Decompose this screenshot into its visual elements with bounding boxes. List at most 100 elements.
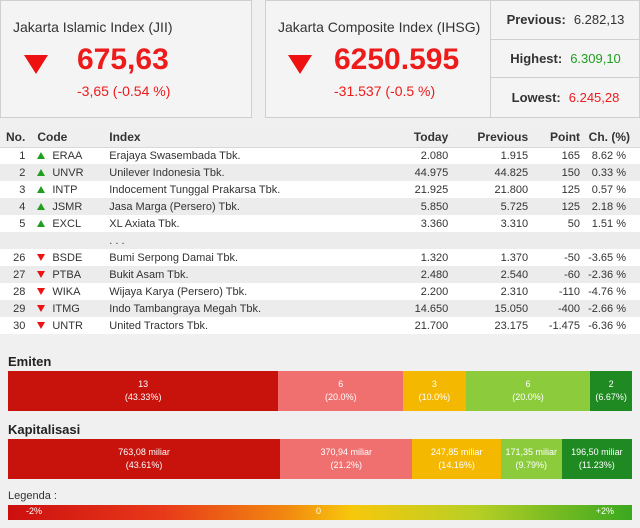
table-row[interactable]: 1 ERAA Erajaya Swasembada Tbk. 2.080 1.915 16… [0,147,640,164]
emiten-segment[interactable]: 13 (43.33%) [8,371,279,411]
kapitalisasi-segment[interactable]: 171,35 miliar (9.79%) [500,439,562,479]
row-code: JSMR [31,198,104,215]
row-code-text: INTP [52,183,78,196]
row-today: 2.480 [402,266,449,283]
stat-lowest-value: 6.245,28 [568,90,620,106]
emiten-segment-value: 6 [338,379,344,389]
row-code: WIKA [31,283,104,300]
table-row[interactable]: 29 ITMG Indo Tambangraya Megah Tbk. 14.650 1… [0,300,640,317]
kapitalisasi-segment-percent: (14.16%) [438,460,475,470]
emiten-segment[interactable]: 3 (10.0%) [403,371,466,411]
col-header-previous[interactable]: Previous [448,128,529,148]
row-previous: 1.915 [448,147,529,164]
up-arrow-icon [37,202,46,210]
emiten-label: Emiten [8,354,52,369]
kapitalisasi-segment-value: 370,94 miliar [320,447,373,457]
col-header-point[interactable]: Point [528,128,581,148]
row-index-name: Unilever Indonesia Tbk. [103,164,403,181]
down-arrow-icon [37,287,46,295]
down-arrow-icon [24,55,48,74]
up-arrow-icon [37,151,46,159]
table-cell [580,232,640,249]
kapitalisasi-segment-percent: (11.23%) [578,460,615,470]
row-change: -3.65 % [580,249,640,266]
stat-previous-value: 6.282,13 [573,12,625,28]
legend-min: -2% [26,506,43,516]
row-change: 2.18 % [580,198,640,215]
col-header-index[interactable]: Index [103,128,403,148]
kapitalisasi-segment[interactable]: 196,50 miliar (11.23%) [561,439,632,479]
table-cell [31,232,104,249]
table-row[interactable]: 5 EXCL XL Axiata Tbk. 3.360 3.310 50 1.51 % [0,215,640,232]
kapitalisasi-segment[interactable]: 370,94 miliar (21.2%) [280,439,413,479]
row-point: 150 [528,164,581,181]
emiten-segment[interactable]: 6 (20.0%) [465,371,591,411]
row-change: 8.62 % [580,147,640,164]
row-previous: 15.050 [448,300,529,317]
kapitalisasi-bar: 763,08 miliar (43.61%) 370,94 miliar (21.2%… [8,439,632,479]
row-code-text: PTBA [52,268,82,281]
row-index-name: United Tractors Tbk. [103,317,403,334]
table-row[interactable]: 4 JSMR Jasa Marga (Persero) Tbk. 5.850 5.725… [0,198,640,215]
up-arrow-icon [37,219,46,227]
kapitalisasi-segment[interactable]: 763,08 miliar (43.61%) [8,439,281,479]
row-index-name: Jasa Marga (Persero) Tbk. [103,198,403,215]
table-row[interactable]: 2 UNVR Unilever Indonesia Tbk. 44.975 44.825… [0,164,640,181]
emiten-segment[interactable]: 6 (20.0%) [278,371,404,411]
kapitalisasi-segment-percent: (9.79%) [515,460,548,470]
table-cell [402,232,449,249]
down-arrow-icon [37,304,46,312]
emiten-segment[interactable]: 2 (6.67%) [590,371,632,411]
legend-label: Legenda : [8,490,57,502]
row-no: 26 [0,249,32,266]
row-no: 29 [0,300,32,317]
row-no: 30 [0,317,32,334]
stat-highest-label: Highest: [510,50,563,66]
row-code: PTBA [31,266,104,283]
table-row[interactable]: 30 UNTR United Tractors Tbk. 21.700 23.175 -1… [0,317,640,334]
legend-mid: 0 [316,506,322,516]
col-header-today[interactable]: Today [402,128,449,148]
table-row[interactable]: 3 INTP Indocement Tunggal Prakarsa Tbk. 21.… [0,181,640,198]
table-row[interactable]: 27 PTBA Bukit Asam Tbk. 2.480 2.540 -60 -2.36 … [0,266,640,283]
row-code: ITMG [31,300,104,317]
row-today: 44.975 [402,164,449,181]
emiten-bar: 13 (43.33%) 6 (20.0%) 3 (10.0%) 6 (20.0%) 2 (6.67… [8,371,632,411]
row-index-name: Erajaya Swasembada Tbk. [103,147,403,164]
row-previous: 21.800 [448,181,529,198]
stock-table: No. Code Index Today Previous Point Ch. … [0,128,640,334]
table-row[interactable]: 26 BSDE Bumi Serpong Damai Tbk. 1.320 1.370-… [0,249,640,266]
row-code-text: ITMG [52,302,80,315]
up-arrow-icon [37,168,46,176]
stat-previous-label: Previous: [506,12,566,28]
row-change: 0.57 % [580,181,640,198]
row-code-text: BSDE [52,251,83,264]
down-arrow-icon [37,253,46,261]
kapitalisasi-segment-percent: (43.61%) [125,460,163,470]
row-previous: 5.725 [448,198,529,215]
row-today: 3.360 [402,215,449,232]
ellipsis-text: . . . [103,232,403,249]
row-point: -1.475 [528,317,581,334]
emiten-segment-percent: (10.0%) [418,392,451,402]
col-header-code[interactable]: Code [31,128,104,148]
row-point: 125 [528,181,581,198]
legend-gradient: -2% 0 +2% [8,505,632,520]
ihsg-title: Jakarta Composite Index (IHSG) [278,19,481,35]
kapitalisasi-segment-value: 763,08 miliar [118,447,170,457]
row-change: -6.36 % [580,317,640,334]
row-today: 14.650 [402,300,449,317]
col-header-change[interactable]: Ch. (%) [580,128,640,148]
jii-title: Jakarta Islamic Index (JII) [13,19,173,35]
table-cell [0,232,32,249]
row-point: 50 [528,215,581,232]
kapitalisasi-segment[interactable]: 247,85 miliar (14.16%) [412,439,501,479]
table-row[interactable]: 28 WIKA Wijaya Karya (Persero) Tbk. 2.200 2.… [0,283,640,300]
row-index-name: Indo Tambangraya Megah Tbk. [103,300,403,317]
emiten-segment-percent: (20.0%) [325,392,357,402]
col-header-no[interactable]: No. [0,128,32,148]
row-change: 1.51 % [580,215,640,232]
emiten-segment-value: 13 [138,379,149,389]
table-cell [448,232,529,249]
down-arrow-icon [37,321,46,329]
